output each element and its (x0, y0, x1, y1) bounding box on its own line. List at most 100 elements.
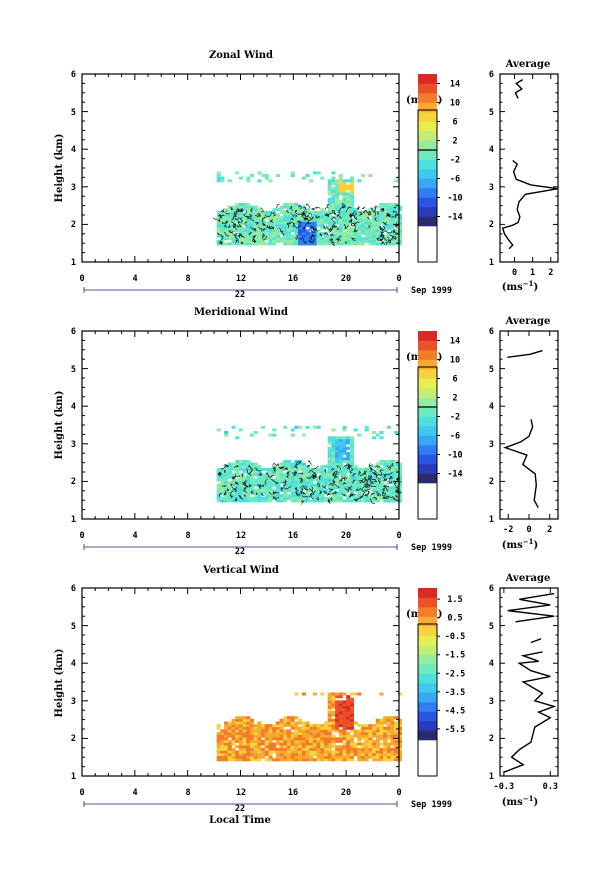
heatmap-cell (342, 221, 347, 225)
heatmap-cell (379, 218, 384, 222)
contour-line (365, 483, 369, 488)
heatmap-cell (331, 499, 336, 503)
heatmap-cell (227, 488, 232, 492)
heatmap-cell (346, 758, 351, 762)
heatmap-cell (227, 747, 232, 751)
heatmap-cell (268, 499, 273, 503)
heatmap-cell (294, 758, 299, 762)
heatmap-cell (372, 481, 377, 484)
heatmap-cell (368, 221, 373, 225)
heatmap-cell (290, 174, 295, 177)
heatmap-cell (372, 745, 377, 749)
contour-line (294, 209, 298, 213)
contour-line (285, 209, 290, 213)
heatmap-cell (309, 499, 314, 503)
heatmap-cell (275, 499, 280, 503)
heatmap-cell (379, 205, 384, 209)
contour-line (261, 222, 266, 226)
heatmap-cell (335, 231, 340, 235)
heatmap-cell (231, 481, 236, 484)
heatmap-cell (331, 171, 336, 175)
heatmap-cell (324, 739, 329, 743)
heatmap-cell (279, 737, 284, 741)
heatmap-cell (397, 216, 402, 220)
contour-line (309, 238, 315, 244)
heatmap-cell (353, 692, 358, 696)
contour-line (323, 232, 329, 236)
heatmap-cell (349, 758, 354, 762)
heatmap-cell (283, 237, 288, 241)
heatmap-cell (394, 486, 399, 490)
heatmap-cell (335, 729, 340, 733)
heatmap-cell (312, 224, 317, 227)
contour-line (264, 478, 268, 485)
heatmap-cell (283, 734, 288, 738)
profile-y-tick: 6 (489, 70, 494, 80)
heatmap-cell (238, 499, 243, 503)
contour-line (276, 227, 283, 233)
heatmap-cell (312, 734, 317, 738)
heatmap-cell (264, 467, 269, 471)
heatmap-cell (242, 718, 247, 722)
heatmap-cell (346, 205, 351, 209)
heatmap-cell (312, 758, 317, 762)
heatmap-cell (257, 496, 262, 500)
y-tick-label: 2 (71, 220, 76, 230)
heatmap-cell (349, 457, 354, 461)
contour-line (270, 478, 279, 484)
heatmap-cell (316, 234, 321, 238)
heatmap-cell (242, 491, 247, 495)
heatmap-cell (364, 742, 369, 746)
heatmap-cell (316, 224, 321, 227)
heatmap-cell (349, 692, 354, 696)
heatmap-cell (331, 457, 336, 461)
heatmap-cell (298, 483, 303, 487)
heatmap-cell (246, 732, 251, 735)
heatmap-cell (397, 231, 402, 235)
heatmap-cell (305, 239, 310, 243)
heatmap-cell (327, 470, 332, 474)
vertical-wind-title: Vertical Wind (202, 565, 279, 576)
heatmap-cell (338, 486, 343, 490)
heatmap-cell (268, 242, 273, 246)
contour-line (333, 483, 340, 489)
heatmap-cell (331, 438, 336, 442)
contour-line (367, 212, 372, 216)
heatmap-cell (331, 189, 336, 193)
heatmap-cell (261, 732, 266, 735)
heatmap-cell (327, 473, 332, 477)
heatmap-cell (331, 200, 336, 204)
heatmap-cell (312, 747, 317, 751)
profile-y-tick: 2 (489, 477, 494, 487)
contour-line (314, 474, 317, 479)
heatmap-cell (372, 242, 377, 246)
heatmap-cell (231, 734, 236, 738)
heatmap-cell (324, 742, 329, 746)
heatmap-cell (224, 224, 229, 227)
heatmap-cell (290, 242, 295, 246)
contour-line (308, 216, 314, 222)
contour-line (254, 214, 261, 218)
colorbar-cell (418, 435, 437, 446)
heatmap-cell (379, 758, 384, 762)
heatmap-cell (301, 729, 306, 733)
colorbar-cell (418, 635, 437, 646)
heatmap-cell (327, 242, 332, 246)
contour-line (355, 488, 363, 492)
heatmap-cell (220, 216, 225, 220)
heatmap-cell (342, 195, 347, 199)
heatmap-cell (250, 753, 255, 757)
heatmap-cell (312, 425, 317, 429)
heatmap-cell (246, 478, 251, 482)
heatmap-cell (227, 216, 232, 220)
heatmap-cell (342, 711, 347, 714)
heatmap-cell (298, 721, 303, 725)
colorbar-cell (418, 178, 437, 189)
heatmap-cell (309, 481, 314, 484)
heatmap-cell (227, 179, 232, 183)
heatmap-cell (298, 473, 303, 477)
heatmap-cell (320, 478, 325, 482)
heatmap-cell (224, 229, 229, 233)
heatmap-cell (346, 195, 351, 199)
contour-line (311, 474, 316, 478)
